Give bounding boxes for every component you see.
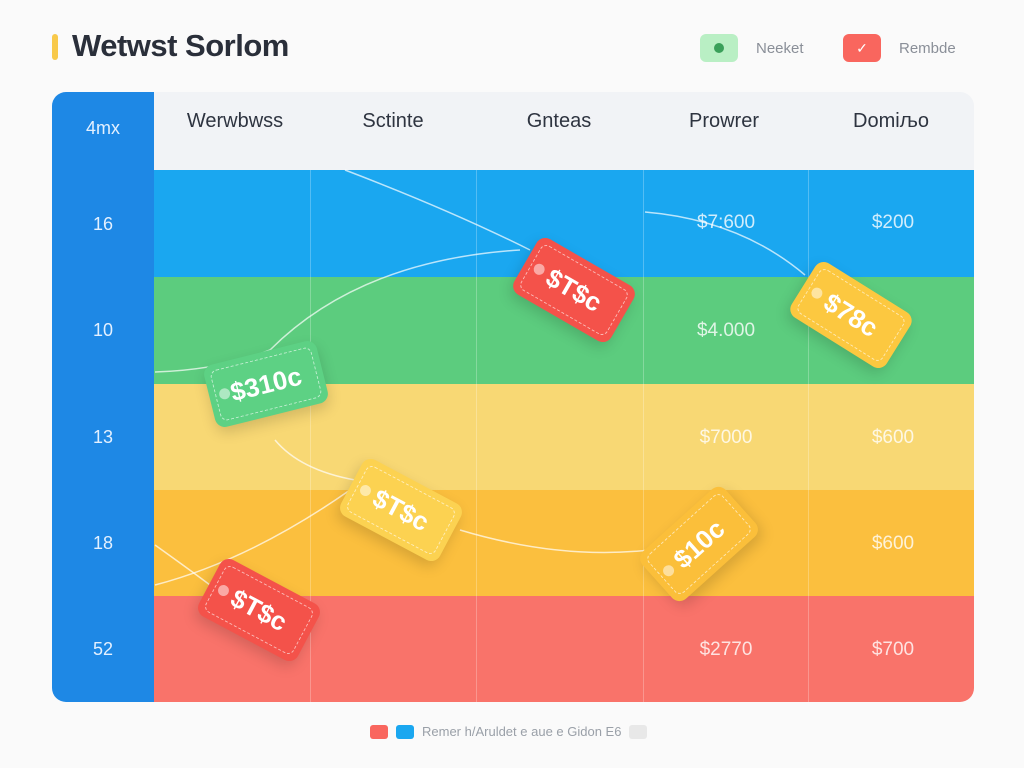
row-label-column: 4mx 16 10 13 18 52	[52, 92, 154, 702]
row-label: 16	[92, 214, 114, 234]
legend-item-rembde[interactable]: ✓ Rembde	[843, 34, 956, 62]
column-header[interactable]: Werwbwss	[186, 110, 284, 132]
column-header[interactable]: Gnteas	[526, 110, 592, 132]
check-icon: ✓	[843, 34, 881, 62]
table-cell: $600	[871, 533, 915, 554]
table-row	[154, 490, 974, 597]
corner-label: 4mx	[85, 118, 120, 138]
table-cell: $7000	[699, 427, 753, 448]
row-label: 52	[92, 639, 114, 659]
legend-swatch	[629, 724, 648, 739]
row-label: 10	[92, 320, 114, 340]
legend-item-neeket[interactable]: Neeket	[700, 34, 804, 62]
page-title: Wetwst Sorlom	[72, 28, 289, 63]
table-cell: $7:600	[696, 212, 756, 233]
table-cell: $700	[871, 639, 915, 660]
legend-label: Rembde	[899, 39, 956, 57]
row-label: 13	[92, 427, 114, 447]
legend-swatch	[370, 724, 388, 739]
bottom-legend: Remer h/Aruldet e aue e Gidon E6	[370, 724, 648, 739]
table-cell: $200	[871, 212, 915, 233]
legend-swatch	[396, 724, 414, 739]
column-header[interactable]: Sctinte	[362, 110, 424, 132]
table-cell: $600	[871, 427, 915, 448]
bottom-legend-text: Remer h/Aruldet e aue e Gidon E6	[422, 724, 622, 739]
column-header[interactable]: Prowrer	[688, 110, 759, 132]
legend-label: Neeket	[756, 39, 804, 57]
table-cell: $4.000	[696, 320, 756, 341]
dot-icon	[700, 34, 738, 62]
title-accent	[52, 34, 58, 60]
row-label: 18	[92, 533, 114, 553]
table-cell: $2770	[699, 639, 753, 660]
column-header[interactable]: Domiљo	[853, 110, 929, 132]
